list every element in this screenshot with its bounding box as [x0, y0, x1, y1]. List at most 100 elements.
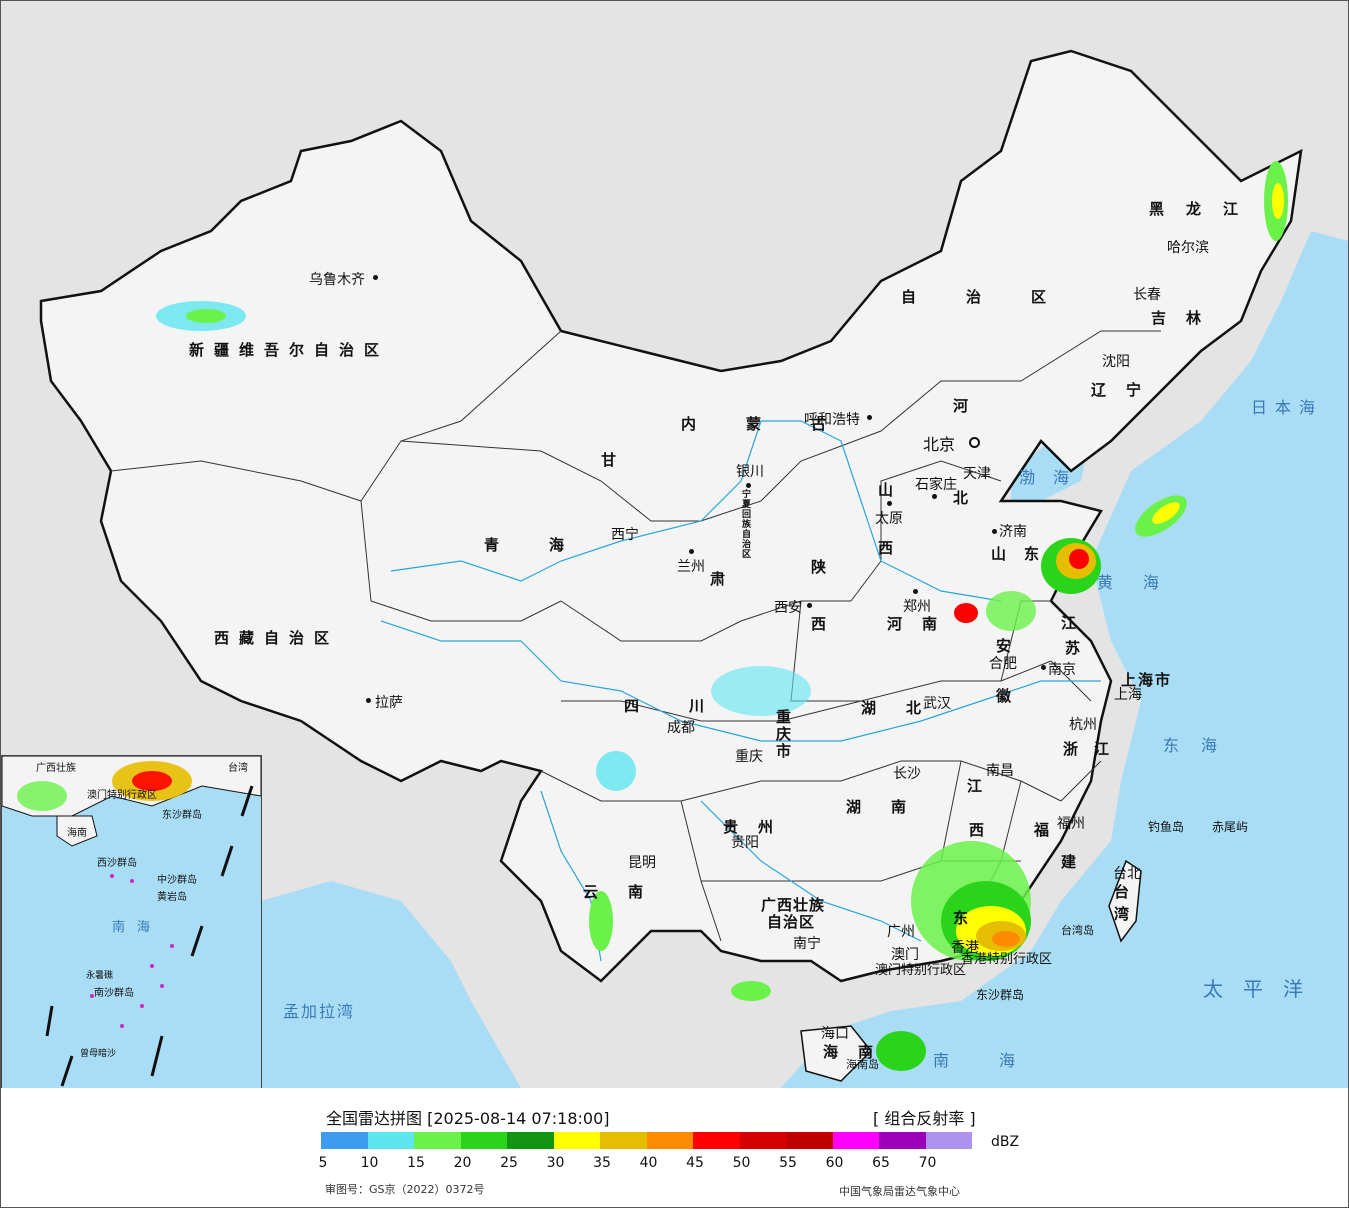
island-diaoyu: 钓鱼岛: [1148, 820, 1185, 834]
sea-label-taipingyang: 太平洋: [1203, 977, 1323, 1001]
city-xining: 西宁: [611, 527, 639, 543]
rivers: [380, 420, 1101, 962]
echo-yunnan: [589, 751, 636, 951]
inset-label-guangxi: 广西壮族: [36, 763, 76, 774]
city-dot-xian: [807, 603, 812, 608]
color-swatch: [646, 1132, 693, 1149]
inset-label-dongsha: 东沙群岛: [162, 810, 202, 821]
city-nanjing: 南京: [1048, 662, 1076, 678]
sea-bay-bengal: [261, 881, 521, 1088]
color-swatch: [786, 1132, 833, 1149]
city-tianjin: 天津: [963, 466, 991, 482]
province-label-zhejiang: 浙江: [1063, 740, 1126, 758]
city-dot-urumqi: [373, 275, 378, 280]
city-shenyang: 沈阳: [1102, 354, 1130, 370]
city-lhasa: 拉萨: [375, 695, 403, 711]
city-wuhan: 武汉: [923, 696, 951, 712]
sea-label-bohai: 渤海: [1019, 468, 1088, 487]
echo-shandong: [1041, 538, 1101, 594]
province-label-jiangsu-2: 苏: [1065, 639, 1091, 657]
province-label-hebei-2: 北: [953, 489, 979, 507]
region-aomen: 澳门特别行政区: [875, 963, 967, 978]
inset-label-zengmu: 曾母暗沙: [80, 1049, 117, 1059]
province-label-shanxi-1: 山: [878, 481, 904, 499]
province-label-chongqing: 重庆市: [774, 709, 792, 760]
city-taiyuan: 太原: [875, 511, 903, 527]
color-swatch: [367, 1132, 414, 1149]
sea-label-huanghai: 黄海: [1097, 573, 1190, 592]
province-label-guangxi: 广西壮族: [761, 896, 826, 914]
province-label-fujian-1: 福: [1034, 821, 1060, 839]
scale-tick-label: 60: [825, 1155, 844, 1171]
city-xianggang: 香港: [951, 940, 979, 956]
scale-tick-label: 65: [872, 1155, 890, 1171]
city-guiyang: 贵阳: [731, 835, 759, 851]
city-dot-beijing: [969, 437, 980, 448]
radar-map[interactable]: 新疆维吾尔自治区 西藏自治区 青海 甘 肃 内蒙古 自治区 黑龙江 吉林 辽宁 …: [1, 1, 1348, 1088]
sea-label-donghai: 东海: [1163, 736, 1240, 755]
city-fuzhou: 福州: [1057, 816, 1085, 832]
island-chiwei: 赤尾屿: [1212, 820, 1249, 834]
echo-heilongjiang: [1264, 161, 1288, 241]
product-name: [ 组合反射率 ]: [873, 1109, 976, 1128]
city-harbin: 哈尔滨: [1167, 240, 1209, 256]
province-label-anhui-1: 安: [996, 637, 1022, 655]
scale-tick-label: 20: [453, 1155, 472, 1171]
province-label-shanxi-2: 西: [878, 539, 904, 557]
color-scale-bar: [321, 1132, 972, 1149]
scale-tick-label: 70: [918, 1155, 937, 1171]
province-label-xinjiang: 新疆维吾尔自治区: [189, 341, 390, 359]
city-taibei: 台北: [1113, 866, 1141, 882]
province-label-shaanxi-2: 西: [811, 615, 837, 633]
city-nanchang: 南昌: [986, 763, 1014, 779]
inset-label-nansha: 南沙群岛: [94, 988, 134, 999]
province-label-shanghai: 上海市: [1121, 671, 1173, 689]
city-lanzhou: 兰州: [677, 559, 705, 575]
province-label-liaoning: 辽宁: [1091, 381, 1162, 399]
province-label-jiangxi-1: 江: [967, 777, 993, 795]
city-hangzhou: 杭州: [1069, 717, 1097, 733]
sea-label-nanhai: 南海: [933, 1051, 1066, 1070]
inset-label-zhongsha: 中沙群岛: [157, 875, 197, 886]
city-kunming: 昆明: [628, 855, 656, 871]
province-label-qinghai: 青海: [484, 536, 615, 554]
scale-tick-label: 40: [639, 1155, 658, 1171]
province-label-ningxia: 宁夏回族自治区: [740, 489, 750, 559]
inset-label-hainan: 海南: [67, 828, 87, 839]
sea-label-riben: 日本海: [1251, 398, 1324, 417]
color-swatch: [925, 1132, 972, 1149]
province-label-taiwan-1: 台: [1114, 883, 1140, 901]
region-xianggang: 香港特别行政区: [961, 952, 1053, 967]
echo-sichuan: [711, 666, 811, 716]
province-label-anhui-2: 徽: [996, 687, 1022, 705]
city-zhengzhou: 郑州: [903, 599, 931, 615]
city-dot-nanjing: [1041, 665, 1046, 670]
inset-label-yongshu: 永暑礁: [86, 971, 114, 981]
city-urumqi: 乌鲁木齐: [309, 272, 365, 288]
echo-xinjiang: [156, 301, 246, 331]
province-label-hubei: 湖北: [861, 699, 952, 717]
taiwan-island-shape: [1108, 859, 1142, 943]
province-label-guangdong: 东: [953, 909, 979, 927]
map-approval-number: 审图号：GS京（2022）0372号: [325, 1183, 485, 1196]
city-changsha: 长沙: [893, 766, 921, 782]
province-label-shandong: 山东: [991, 545, 1058, 563]
sea-area: [781, 231, 1348, 1088]
city-dot-yinchuan: [746, 483, 751, 488]
province-label-shaanxi-1: 陕: [811, 558, 837, 576]
scale-tick-label: 30: [546, 1155, 565, 1171]
city-changchun: 长春: [1133, 287, 1161, 303]
color-scale-ticks: 5 10 15 20 25 30 35 40 45 50 55 60 65 70: [319, 1155, 1021, 1173]
province-label-gansu: 甘: [601, 451, 627, 469]
scale-tick-label: 50: [732, 1155, 751, 1171]
province-label-guangxi-2: 自治区: [767, 913, 816, 931]
city-aomen: 澳门: [891, 947, 919, 963]
city-haikou: 海口: [821, 1026, 849, 1042]
province-label-gansu-2: 肃: [710, 570, 736, 588]
province-label-hebei-1: 河: [953, 397, 979, 415]
inset-graphic: [2, 756, 261, 1087]
hainan-island-shape: [800, 1025, 873, 1082]
province-label-xizang: 西藏自治区: [214, 629, 340, 647]
legend-title: 全国雷达拼图 [2025-08-14 07:18:00]: [326, 1109, 610, 1128]
